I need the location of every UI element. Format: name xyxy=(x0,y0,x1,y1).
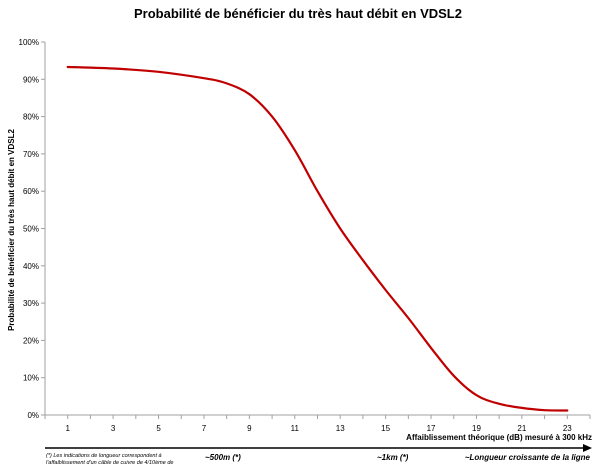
series-line xyxy=(66,65,569,412)
marker-500m: ~500m (*) xyxy=(205,453,241,462)
y-tick-label: 90% xyxy=(23,75,39,84)
x-tick-label: 7 xyxy=(202,424,207,433)
x-tick-label: 13 xyxy=(336,424,345,433)
x-tick-label: 1 xyxy=(65,424,70,433)
y-tick-label: 40% xyxy=(23,262,39,271)
footnote: (*) Les indications de longueur correspo… xyxy=(46,453,173,466)
y-tick-label: 80% xyxy=(23,113,39,122)
x-axis-label: Affaiblissement théorique (dB) mesuré à … xyxy=(406,433,592,442)
y-tick-label: 100% xyxy=(19,38,39,47)
x-tick-label: 5 xyxy=(156,424,161,433)
y-tick-labels: 0% 10% 20% 30% 40% 50% 60% 70% 80% 90% 100% xyxy=(19,38,39,420)
y-tick-label: 10% xyxy=(23,374,39,383)
y-tick-label: 60% xyxy=(23,187,39,196)
x-tick-label: 17 xyxy=(427,424,436,433)
y-axis-label: Probabilité de bénéficier du très haut d… xyxy=(7,129,16,331)
y-tick-label: 50% xyxy=(23,225,39,234)
y-tick-label: 30% xyxy=(23,299,39,308)
y-tick-label: 0% xyxy=(27,411,39,420)
chart-title: Probabilité de bénéficier du très haut d… xyxy=(134,6,462,21)
footnote-line: l'affaiblissement d'un câble de cuivre d… xyxy=(46,460,173,466)
x-tick-labels: 1 3 5 7 9 11 13 15 17 19 21 23 xyxy=(65,424,572,433)
footnote-line: (*) Les indications de longueur correspo… xyxy=(46,453,162,459)
x-tick-label: 15 xyxy=(381,424,390,433)
x-tick-label: 21 xyxy=(517,424,526,433)
y-tick-label: 20% xyxy=(23,336,39,345)
x-tick-label: 3 xyxy=(111,424,116,433)
marker-length: ~Longueur croissante de la ligne xyxy=(465,453,591,462)
x-tick-label: 9 xyxy=(247,424,252,433)
x-tick-label: 19 xyxy=(472,424,481,433)
axis-tick-marks xyxy=(41,41,591,419)
x-tick-label: 23 xyxy=(563,424,572,433)
length-arrow-head xyxy=(583,444,592,452)
marker-1km: ~1km (*) xyxy=(377,453,409,462)
y-tick-label: 70% xyxy=(23,150,39,159)
x-tick-label: 11 xyxy=(291,424,300,433)
